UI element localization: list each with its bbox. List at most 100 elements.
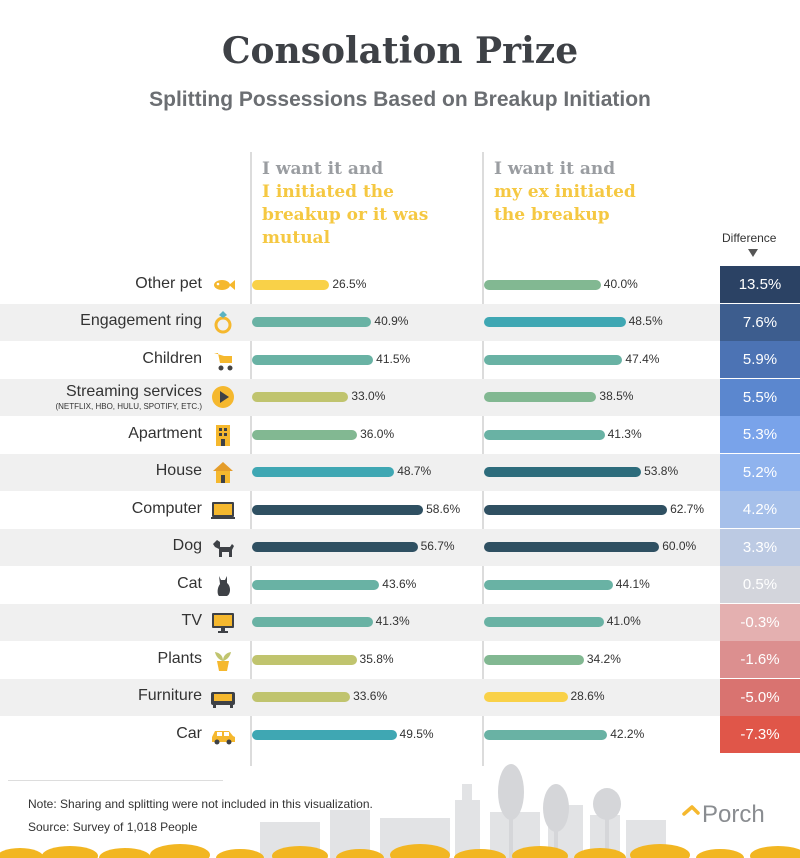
car-icon bbox=[210, 722, 236, 748]
left-value-label: 48.7% bbox=[397, 464, 432, 479]
right-bar bbox=[484, 392, 597, 403]
left-bar bbox=[252, 692, 351, 703]
tv-icon bbox=[210, 609, 236, 635]
category-label: Cat bbox=[177, 574, 202, 592]
cat-icon bbox=[210, 572, 236, 598]
difference-cell: 5.9% bbox=[720, 341, 800, 378]
left-bar bbox=[252, 542, 418, 553]
row-band bbox=[0, 678, 720, 716]
house-icon bbox=[210, 459, 236, 485]
row-band bbox=[0, 378, 720, 416]
left-value-label: 36.0% bbox=[360, 426, 395, 441]
left-bar bbox=[252, 617, 373, 628]
left-value-label: 56.7% bbox=[420, 539, 455, 554]
difference-cell: 7.6% bbox=[720, 303, 800, 341]
left-column-header: I want it and I initiated the breakup or… bbox=[262, 158, 428, 250]
difference-cell: -1.6% bbox=[720, 641, 800, 678]
left-bar bbox=[252, 392, 349, 403]
category-label: Other pet bbox=[135, 274, 202, 292]
left-header-line1: I want it and bbox=[262, 159, 384, 179]
difference-header: Difference bbox=[722, 231, 777, 245]
right-bar bbox=[484, 692, 568, 703]
right-bar bbox=[484, 729, 608, 740]
right-bar bbox=[484, 617, 604, 628]
dog-icon bbox=[210, 534, 236, 560]
left-value-label: 49.5% bbox=[399, 726, 434, 741]
left-value-label: 58.6% bbox=[426, 501, 461, 516]
apartment-icon bbox=[210, 422, 236, 448]
right-header-line3: the breakup bbox=[494, 205, 610, 225]
right-bar bbox=[484, 542, 660, 553]
porch-logo-icon bbox=[682, 805, 700, 816]
category-label: TV bbox=[181, 612, 202, 630]
category-label: Engagement ring bbox=[80, 312, 202, 330]
left-bar bbox=[252, 579, 380, 590]
category-sublabel: (NETFLIX, HBO, HULU, SPOTIFY, ETC.) bbox=[55, 402, 202, 412]
right-bar bbox=[484, 279, 601, 290]
category-label: Furniture bbox=[137, 687, 202, 705]
right-bar bbox=[484, 429, 605, 440]
play-icon bbox=[210, 384, 236, 410]
right-value-label: 53.8% bbox=[644, 464, 679, 479]
right-bar bbox=[484, 467, 642, 478]
left-bar bbox=[252, 429, 358, 440]
difference-cell: -7.3% bbox=[720, 716, 800, 753]
right-value-label: 41.0% bbox=[606, 614, 641, 629]
left-value-label: 40.9% bbox=[374, 314, 409, 329]
right-value-label: 60.0% bbox=[662, 539, 697, 554]
left-header-line4: mutual bbox=[262, 228, 331, 248]
left-bar bbox=[252, 504, 424, 515]
stroller-icon bbox=[210, 347, 236, 373]
right-value-label: 41.3% bbox=[607, 426, 642, 441]
left-value-label: 26.5% bbox=[332, 276, 367, 291]
right-value-label: 42.2% bbox=[610, 726, 645, 741]
footnote: Note: Sharing and splitting were not inc… bbox=[28, 797, 373, 811]
difference-cell: 4.2% bbox=[720, 491, 800, 528]
right-bar bbox=[484, 579, 613, 590]
difference-cell: 5.5% bbox=[720, 378, 800, 416]
chart-title: Consolation Prize bbox=[221, 30, 579, 72]
fish-icon bbox=[210, 272, 236, 298]
left-bar bbox=[252, 354, 374, 365]
category-label: Streaming services bbox=[65, 383, 202, 401]
category-label: Plants bbox=[157, 649, 202, 667]
left-value-label: 41.3% bbox=[375, 614, 410, 629]
right-bar bbox=[484, 504, 668, 515]
right-value-label: 28.6% bbox=[570, 689, 605, 704]
left-header-line2: I initiated the bbox=[262, 182, 394, 202]
difference-cell: -0.3% bbox=[720, 603, 800, 641]
right-value-label: 62.7% bbox=[670, 501, 705, 516]
right-value-label: 38.5% bbox=[599, 389, 634, 404]
left-bar bbox=[252, 654, 357, 665]
right-column-header: I want it and my ex initiated the breaku… bbox=[494, 158, 636, 227]
computer-icon bbox=[210, 497, 236, 523]
difference-cell: 5.3% bbox=[720, 416, 800, 453]
left-value-label: 33.0% bbox=[351, 389, 386, 404]
footer-divider bbox=[8, 780, 223, 781]
left-bar bbox=[252, 279, 330, 290]
right-value-label: 44.1% bbox=[615, 576, 650, 591]
left-value-label: 35.8% bbox=[359, 651, 394, 666]
right-value-label: 40.0% bbox=[603, 276, 638, 291]
right-header-line1: I want it and bbox=[494, 159, 616, 179]
category-label: Apartment bbox=[128, 424, 202, 442]
category-label: Children bbox=[142, 349, 202, 367]
category-label: Dog bbox=[172, 537, 202, 555]
difference-cell: 13.5% bbox=[720, 266, 800, 303]
right-header-line2: my ex initiated bbox=[494, 182, 636, 202]
right-bar bbox=[484, 317, 626, 328]
difference-cell: 0.5% bbox=[720, 566, 800, 603]
right-value-label: 47.4% bbox=[625, 351, 660, 366]
left-value-label: 43.6% bbox=[382, 576, 417, 591]
left-value-label: 41.5% bbox=[376, 351, 411, 366]
chart-subtitle: Splitting Possessions Based on Breakup I… bbox=[149, 88, 651, 111]
source-note: Source: Survey of 1,018 People bbox=[28, 820, 198, 834]
left-bar bbox=[252, 729, 397, 740]
difference-arrow-icon bbox=[748, 249, 758, 257]
ring-icon bbox=[210, 309, 236, 335]
left-bar bbox=[252, 317, 372, 328]
category-label: Car bbox=[176, 724, 202, 742]
left-value-label: 33.6% bbox=[353, 689, 388, 704]
category-label: House bbox=[155, 462, 202, 480]
difference-cell: 3.3% bbox=[720, 528, 800, 566]
